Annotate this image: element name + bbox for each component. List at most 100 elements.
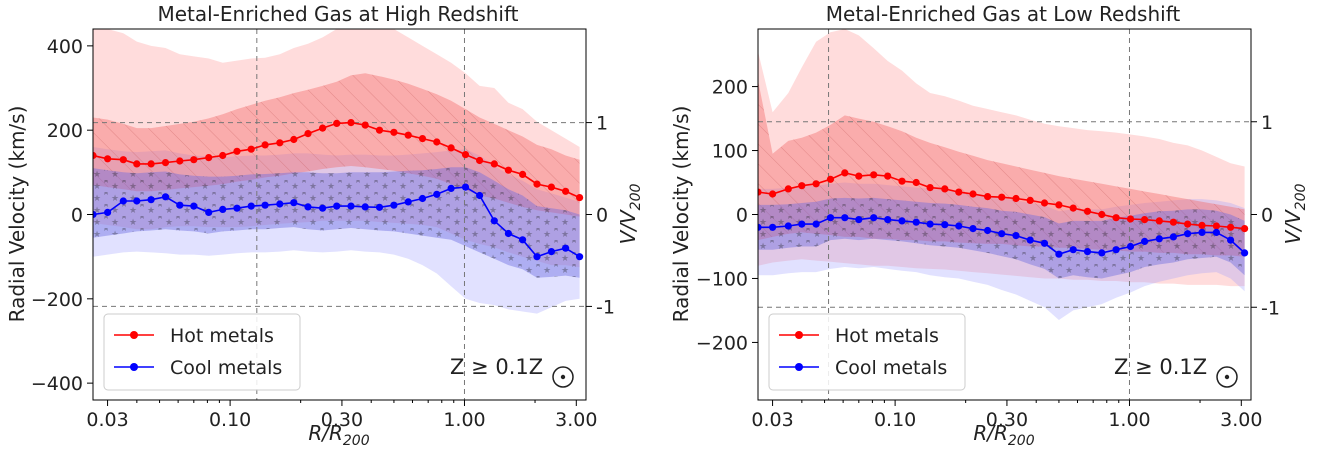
cool-metals-point — [812, 220, 820, 228]
y-tick-label: −400 — [31, 373, 83, 395]
cool-metals-point — [1026, 236, 1034, 244]
hot-metals-point — [1227, 223, 1235, 231]
hot-metals-point — [433, 138, 441, 146]
hot-metals-point — [784, 185, 792, 193]
hot-metals-point — [1126, 215, 1135, 223]
hot-metals-point — [576, 194, 584, 202]
hot-metals-point — [461, 151, 470, 159]
legend-box — [768, 313, 966, 391]
cool-metals-point — [461, 183, 470, 191]
x-tick-label: 0.10 — [209, 409, 251, 431]
cool-metals-point — [955, 222, 963, 230]
legend: Hot metals Cool metals — [768, 313, 966, 391]
legend-hot-label: Hot metals — [835, 325, 939, 347]
hot-metals-point — [261, 141, 269, 149]
x-tick-label: 3.00 — [555, 409, 597, 431]
hot-metals-point — [361, 121, 369, 129]
cool-metals-point — [390, 201, 398, 209]
cool-metals-point — [261, 201, 269, 209]
cool-metals-point — [519, 236, 527, 244]
hot-metals-point — [490, 160, 498, 168]
cool-metals-point — [247, 202, 255, 210]
hot-metals-point — [390, 128, 398, 136]
cool-metals-point — [319, 204, 327, 212]
y-tick-label: 0 — [736, 205, 748, 227]
cool-metals-point — [562, 244, 570, 252]
hot-metals-point — [547, 183, 556, 191]
hot-metals-point — [941, 185, 949, 193]
hot-metals-point — [104, 155, 112, 163]
cool-inner-stars — [93, 167, 580, 278]
hot-metals-point — [912, 178, 920, 187]
cool-metals-point — [784, 222, 792, 230]
metallicity-annotation: Z ≥ 0.1Z — [1114, 355, 1207, 379]
cool-metals-point — [841, 214, 849, 222]
cool-metals-point — [984, 226, 992, 235]
hot-metals-point — [926, 184, 934, 192]
y-tick-label: 200 — [47, 120, 83, 142]
cool-metals-point — [447, 184, 455, 192]
x-tick-label: 1.00 — [1108, 409, 1150, 431]
cool-metals-point — [1055, 250, 1063, 258]
legend-cool-marker — [795, 363, 803, 371]
hot-metals-point — [205, 154, 213, 162]
hot-metals-point — [1184, 220, 1192, 228]
cool-metals-point — [119, 197, 127, 205]
legend-hot-marker — [795, 331, 803, 339]
cool-metals-point — [347, 202, 355, 210]
hot-metals-point — [476, 156, 484, 165]
cool-metals-point — [290, 199, 298, 207]
cool-metals-point — [1241, 249, 1249, 257]
cool-metals-point — [576, 253, 584, 261]
cool-metals-point — [1141, 237, 1149, 245]
hot-metals-point — [504, 166, 512, 174]
y-tick-label: 0 — [71, 205, 83, 227]
cool-metals-point — [998, 230, 1006, 238]
cool-metals-point — [190, 202, 198, 210]
hot-metals-point — [1212, 222, 1220, 230]
hot-metals-point — [161, 159, 170, 167]
y-tick-label: −200 — [696, 332, 748, 354]
cool-metals-point — [161, 193, 170, 201]
y-tick-label: 400 — [47, 36, 83, 58]
cool-metals-point — [276, 200, 284, 208]
hot-metals-point — [247, 145, 255, 153]
cool-metals-point — [533, 253, 541, 261]
chart-title: Metal-Enriched Gas at High Redshift — [157, 2, 518, 26]
cool-metals-point — [93, 210, 97, 219]
legend-hot-marker — [130, 331, 138, 339]
cool-metals-point — [547, 248, 556, 256]
hot-metals-point — [1026, 196, 1034, 204]
hot-metals-point — [333, 119, 341, 127]
cool-metals-point — [219, 205, 227, 213]
hot-metals-point — [1040, 199, 1049, 207]
panel-high-redshift: Metal-Enriched Gas at High Redshift 0.03… — [5, 2, 644, 449]
panel-low-redshift: Metal-Enriched Gas at Low Redshift 0.03 0… — [669, 2, 1309, 449]
axes: 0.03 0.10 0.30 1.00 3.00 −200 −100 0 100 200 1 0 -1 — [696, 77, 1280, 431]
legend-hot-label: Hot metals — [170, 325, 274, 347]
cool-metals-point — [855, 216, 863, 224]
cool-metals-point — [104, 208, 112, 216]
cool-metals-point — [898, 217, 906, 225]
hot-metals-point — [826, 175, 835, 183]
right-tick-label: -1 — [1261, 297, 1280, 319]
cool-metals-point — [1012, 232, 1020, 240]
cool-metals-point — [233, 204, 241, 212]
cool-metals-point — [176, 201, 184, 209]
cool-metals-point — [1126, 242, 1135, 251]
hot-metals-point — [319, 124, 327, 132]
hot-metals-point — [884, 172, 892, 180]
y-axis-label: Radial Velocity (km/s) — [5, 106, 29, 323]
cool-metals-point — [490, 217, 498, 225]
sun-symbol — [1216, 366, 1238, 388]
hot-metals-point — [855, 172, 863, 180]
cool-metals-point — [418, 194, 427, 203]
plot-area — [93, 29, 586, 400]
hot-metals-point — [898, 177, 906, 185]
y-tick-label: 200 — [712, 77, 748, 99]
cool-metals-point — [926, 220, 934, 228]
hot-metals-point — [1098, 210, 1106, 219]
hot-metals-point — [1055, 201, 1063, 209]
hot-metals-point — [955, 188, 963, 196]
hot-metals-point — [190, 156, 198, 164]
